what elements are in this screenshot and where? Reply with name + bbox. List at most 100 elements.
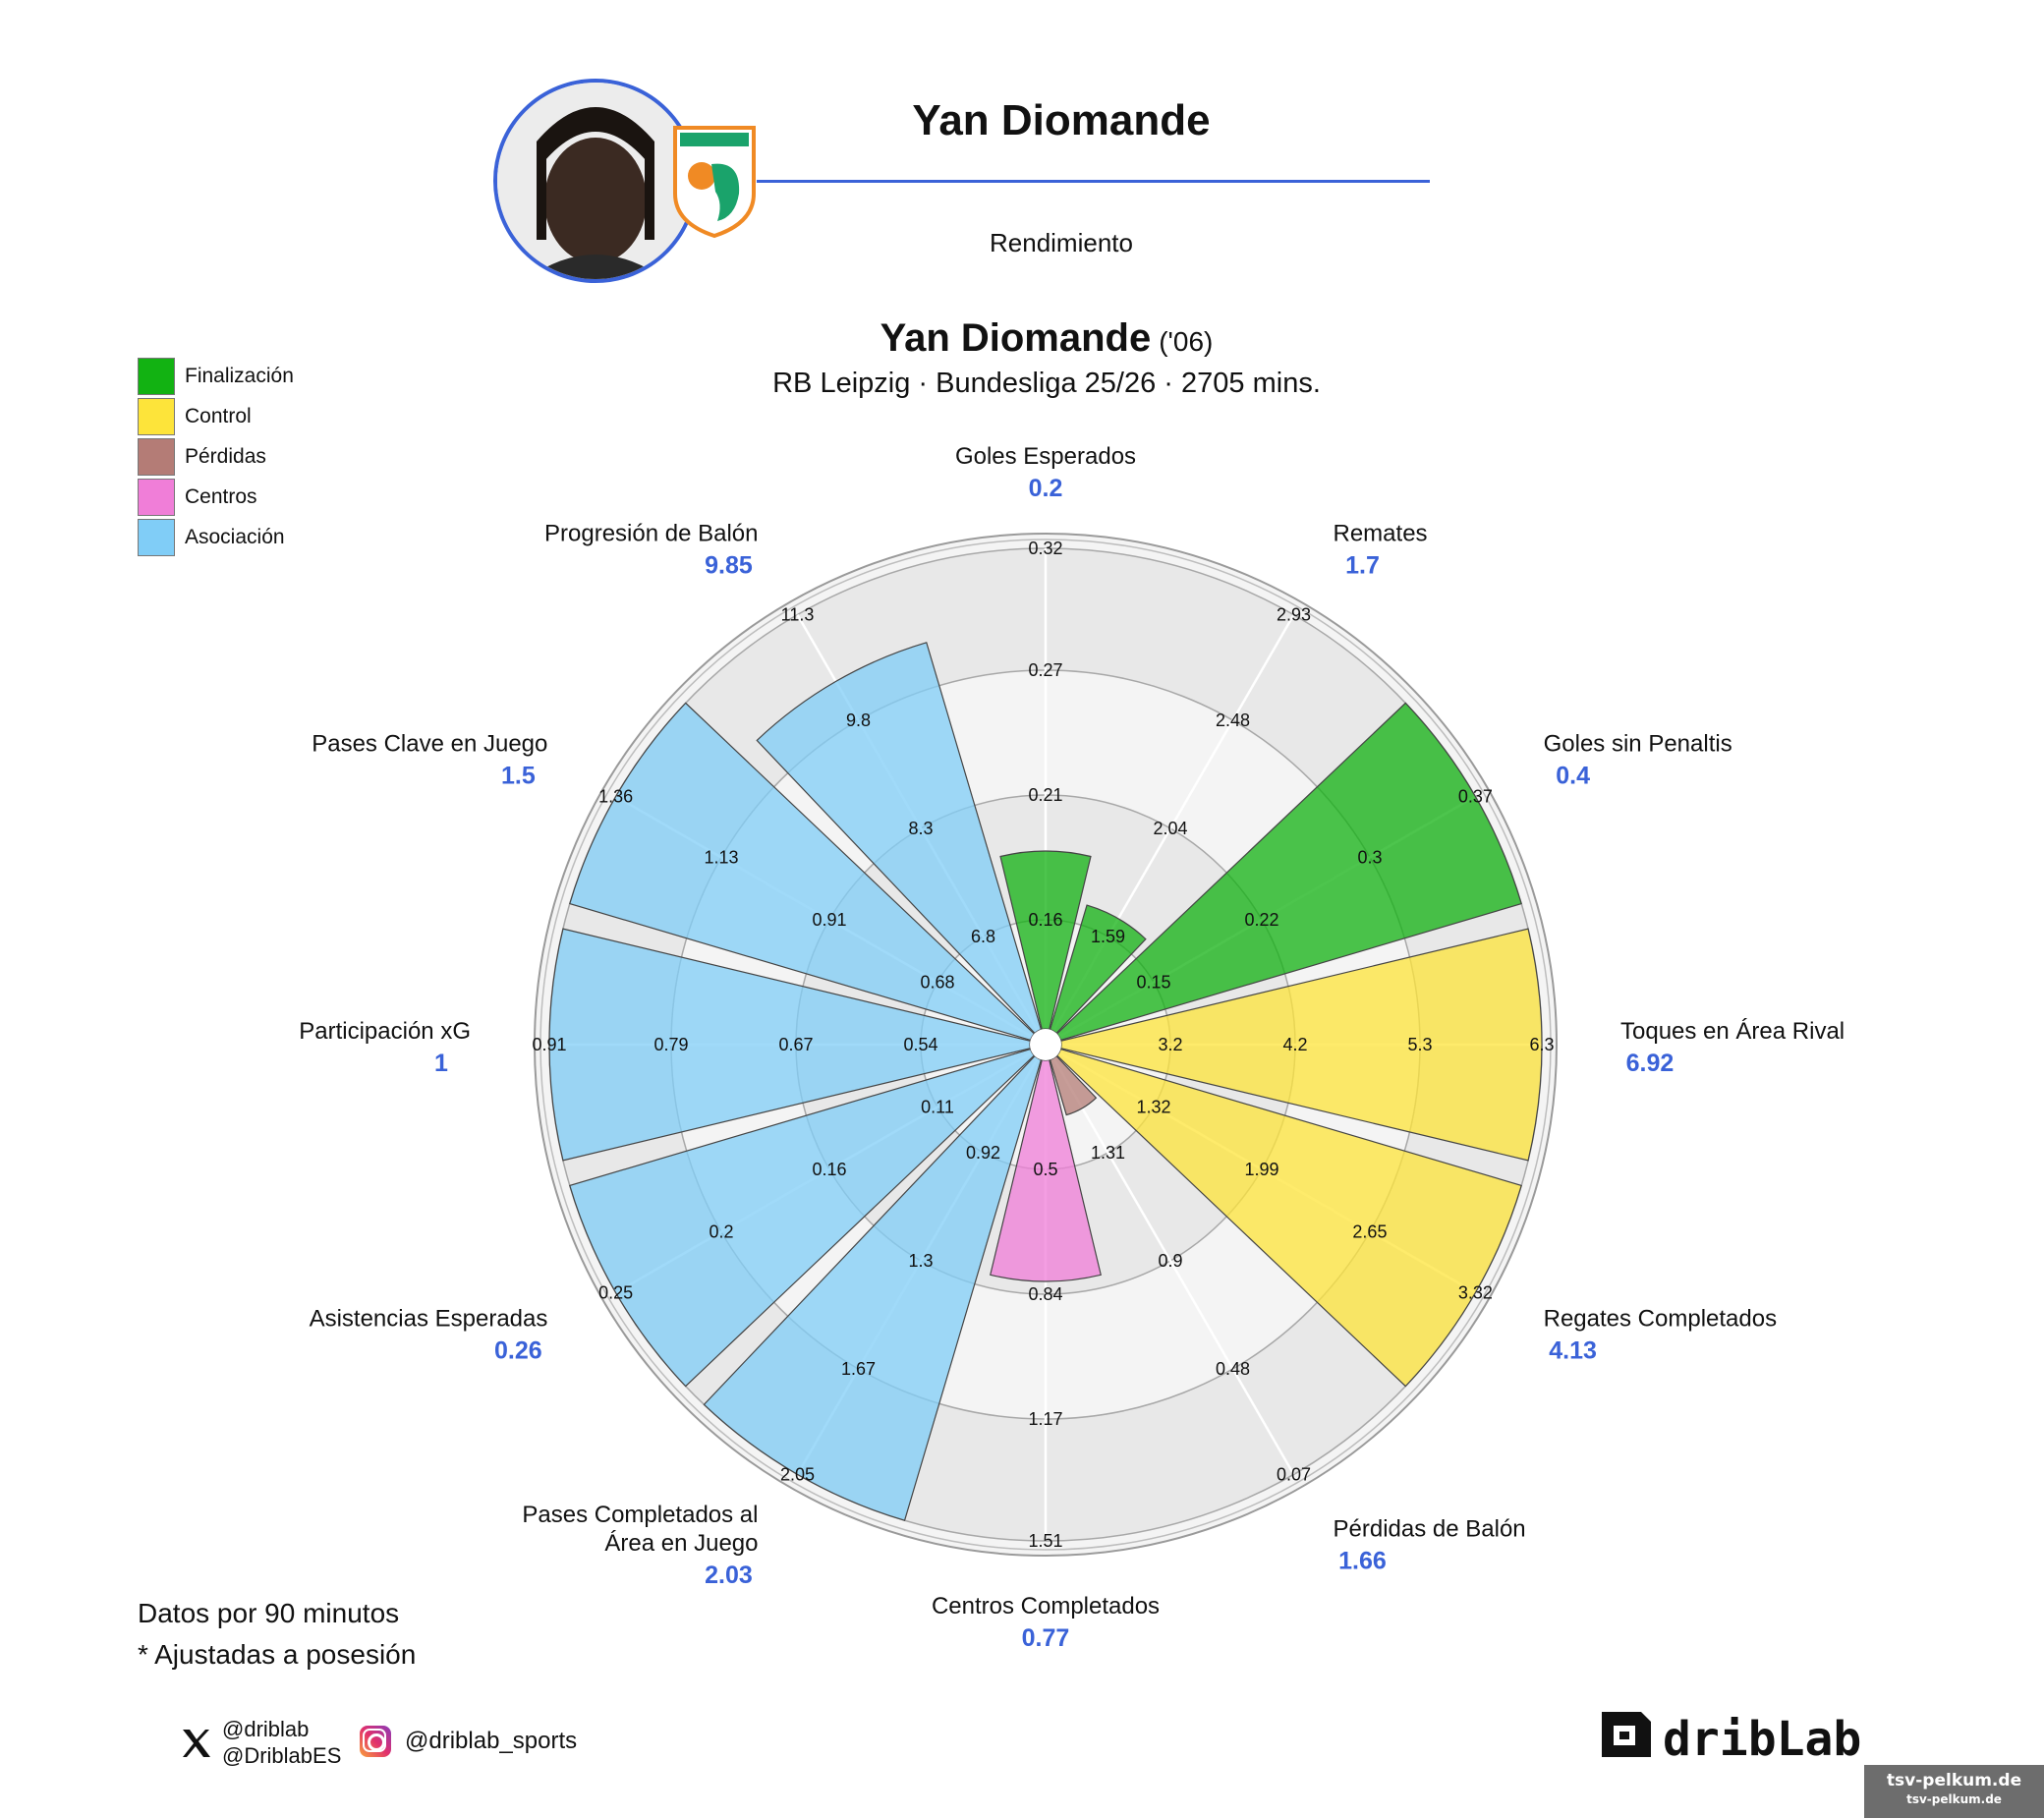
category-value: 0.4: [1556, 763, 1590, 790]
category-label-group: Goles Esperados 0.2: [955, 443, 1136, 502]
tick-label: 2.65: [1352, 1222, 1387, 1242]
tick-label: 1.31: [1091, 1143, 1125, 1163]
logo-text: dribLab: [1663, 1712, 1861, 1767]
category-name: Toques en Área Rival: [1620, 1018, 1845, 1045]
x-handle-driblab[interactable]: @driblab: [222, 1717, 310, 1741]
tick-label: 0.22: [1244, 910, 1278, 930]
category-label-group: Regates Completados 4.13: [1544, 1306, 1777, 1365]
legend-item-control: Control: [138, 396, 294, 436]
tick-label: 0.16: [813, 1160, 847, 1179]
category-value: 2.03: [705, 1562, 753, 1589]
legend-label: Centros: [185, 484, 257, 508]
national-team-badge: [672, 125, 757, 239]
tick-label: 3.32: [1458, 1283, 1493, 1303]
x-logo-icon: [179, 1726, 214, 1761]
tick-label: 6.3: [1529, 1035, 1554, 1054]
tick-label: 1.59: [1091, 927, 1125, 946]
category-label-group: Remates 1.7: [1334, 520, 1428, 579]
header-player-name: Yan Diomande: [912, 96, 1211, 144]
tick-label: 0.16: [1028, 910, 1062, 930]
tick-label: 11.3: [781, 605, 815, 625]
tick-label: 0.67: [778, 1035, 813, 1054]
tick-label: 1.99: [1244, 1160, 1278, 1179]
chart-title-year: ('06): [1159, 326, 1214, 357]
tick-label: 0.9: [1158, 1251, 1182, 1271]
tick-label: 0.3: [1357, 848, 1382, 868]
tick-label: 6.8: [971, 927, 995, 946]
watermark: tsv-pelkum.de tsv-pelkum.de: [1864, 1765, 2044, 1818]
tick-label: 3.2: [1158, 1035, 1182, 1054]
category-name: Progresión de Balón: [544, 520, 758, 546]
tick-label: 0.27: [1028, 660, 1062, 680]
category-label-group: Progresión de Balón 9.85: [544, 520, 758, 579]
legend-label: Finalización: [185, 364, 294, 387]
legend-label: Asociación: [185, 525, 285, 548]
category-name: Remates: [1334, 520, 1428, 546]
instagram-handle[interactable]: @driblab_sports: [405, 1728, 578, 1754]
tick-label: 0.07: [1277, 1464, 1311, 1484]
outer-ring-inner-border: [539, 539, 1552, 1551]
tick-label: 0.5: [1033, 1160, 1057, 1179]
category-value: 0.26: [494, 1337, 542, 1365]
tick-label: 1.32: [1136, 1098, 1170, 1117]
category-name: Participación xG: [299, 1018, 471, 1045]
category-value: 1.7: [1345, 551, 1380, 579]
tick-label: 8.3: [908, 819, 933, 838]
tick-label: 0.48: [1216, 1359, 1250, 1379]
category-name: Goles Esperados: [955, 443, 1136, 470]
tick-label: 0.91: [532, 1035, 566, 1054]
tick-label: 0.92: [966, 1143, 1000, 1163]
category-value: 4.13: [1549, 1337, 1597, 1365]
category-label-group: Centros Completados 0.77: [932, 1593, 1160, 1652]
tick-label: 0.68: [920, 973, 954, 993]
footnote-per90: Datos por 90 minutos: [138, 1598, 400, 1628]
chart-subtitle: RB Leipzig · Bundesliga 25/26 · 2705 min…: [772, 368, 1321, 399]
category-label-group: Toques en Área Rival 6.92: [1620, 1018, 1845, 1077]
legend-item-finalizacion: Finalización: [138, 356, 294, 396]
legend-swatch: [138, 357, 175, 395]
tick-label: 5.3: [1407, 1035, 1432, 1054]
category-name: Centros Completados: [932, 1593, 1160, 1619]
legend-item-perdidas: Pérdidas: [138, 436, 294, 477]
category-value: 1: [434, 1050, 448, 1077]
category-value: 1.5: [501, 763, 536, 790]
category-label-group: Pérdidas de Balón 1.66: [1334, 1516, 1526, 1575]
driblab-logo: dribLab: [1602, 1712, 1861, 1767]
legend-label: Control: [185, 404, 252, 427]
category-name: Asistencias Esperadas: [310, 1306, 548, 1333]
legend-swatch: [138, 518, 175, 556]
chart-title-name: Yan Diomande: [880, 316, 1152, 360]
tick-label: 2.93: [1277, 605, 1311, 625]
tick-label: 1.51: [1028, 1531, 1062, 1551]
tick-label: 2.05: [780, 1464, 815, 1484]
category-value: 0.77: [1022, 1624, 1070, 1652]
tick-label: 1.17: [1028, 1409, 1062, 1429]
chart-title: Yan Diomande ('06): [393, 316, 1700, 361]
tick-label: 0.91: [813, 910, 847, 930]
category-name: Área en Juego: [604, 1530, 758, 1557]
tick-label: 0.84: [1028, 1284, 1062, 1304]
tick-label: 0.32: [1028, 539, 1062, 558]
category-value: 9.85: [705, 551, 753, 579]
tick-label: 0.54: [903, 1035, 937, 1054]
tick-label: 0.2: [710, 1222, 734, 1242]
category-name: Goles sin Penaltis: [1544, 731, 1732, 758]
grid-spoke: [1044, 1044, 1295, 1475]
tick-label: 2.48: [1216, 710, 1250, 730]
legend-swatch: [138, 478, 175, 516]
tick-label: 0.37: [1458, 787, 1493, 807]
footnote-possession: * Ajustadas a posesión: [138, 1639, 417, 1670]
player-avatar: [493, 79, 698, 283]
category-label-group: Participación xG 1: [299, 1018, 471, 1077]
header-subtitle: Rendimiento: [990, 228, 1133, 257]
category-label-group: Pases Clave en Juego 1.5: [312, 731, 547, 790]
center-hub: [1030, 1029, 1061, 1060]
tick-label: 2.04: [1153, 819, 1187, 838]
tick-label: 0.11: [921, 1098, 954, 1117]
x-handle-driblab-es[interactable]: @DriblabES: [222, 1743, 342, 1768]
legend-item-asociacion: Asociación: [138, 517, 294, 557]
category-label-group: Asistencias Esperadas 0.26: [310, 1306, 548, 1365]
category-name: Pérdidas de Balón: [1334, 1516, 1526, 1543]
